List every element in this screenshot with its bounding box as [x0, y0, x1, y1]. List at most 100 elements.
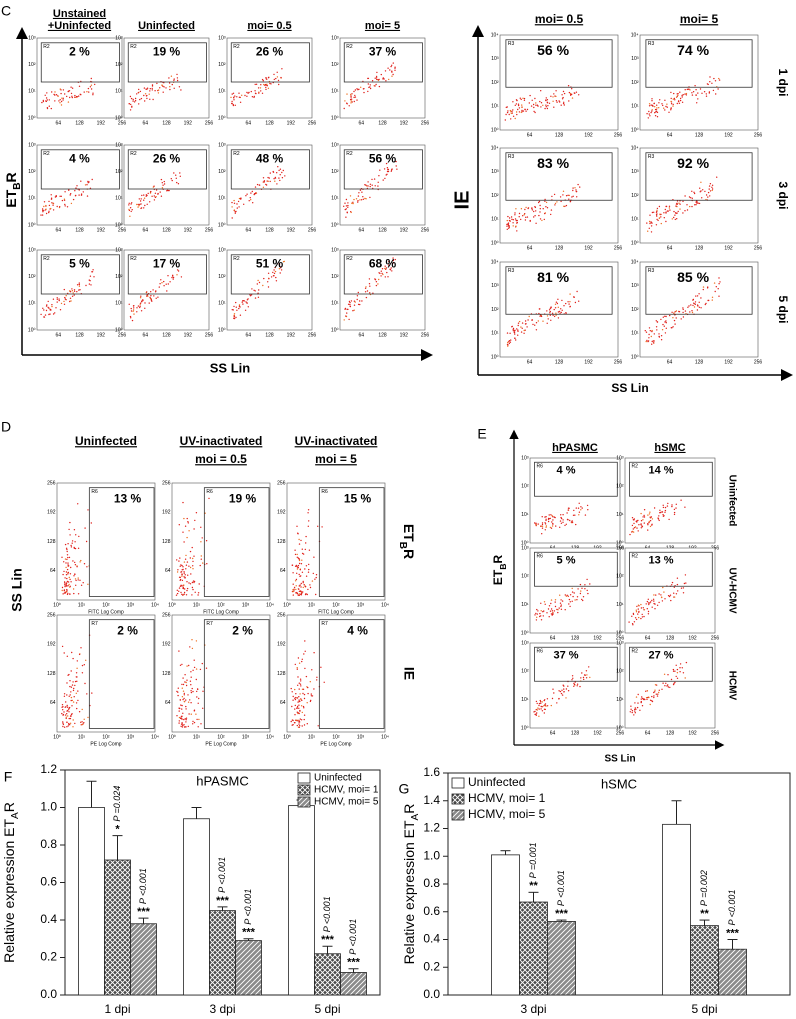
event-dot: [69, 593, 71, 595]
event-dot: [651, 211, 654, 214]
event-dot: [630, 705, 632, 707]
event-dot: [236, 96, 238, 98]
event-dot: [46, 99, 48, 101]
event-dot: [192, 669, 194, 671]
event-dot: [68, 673, 70, 676]
event-dot: [177, 270, 180, 272]
event-dot: [266, 83, 268, 86]
x-tick-label: 256: [754, 359, 763, 365]
event-dot: [71, 542, 73, 544]
event-dot: [651, 222, 653, 224]
event-dot: [258, 184, 261, 186]
gate: [203, 487, 270, 597]
event-dot: [674, 311, 676, 313]
event-dot: [309, 584, 311, 586]
event-dot: [61, 704, 64, 706]
event-dot: [647, 529, 649, 531]
event-dot: [542, 104, 544, 107]
event-dot: [573, 592, 575, 594]
event-dot: [67, 101, 70, 103]
event-dot: [642, 697, 644, 700]
plot-frame: [226, 249, 313, 331]
event-dot: [661, 600, 664, 602]
x-tick-label: 192: [97, 332, 106, 338]
event-dot: [682, 94, 684, 96]
event-dot: [243, 203, 245, 205]
event-dot: [262, 177, 265, 179]
event-dot: [292, 699, 294, 701]
event-dot: [72, 657, 74, 660]
event-dot: [181, 696, 184, 698]
event-dot: [581, 587, 583, 589]
x-tick-label: 128: [75, 120, 84, 126]
event-dot: [381, 268, 384, 270]
event-dot: [582, 599, 584, 602]
event-dot: [512, 330, 515, 332]
event-dot: [676, 677, 679, 679]
x-tick-label: 10⁰: [53, 734, 61, 740]
x-tick-label: 128: [162, 332, 171, 338]
event-dot: [137, 92, 139, 94]
event-dot: [180, 276, 183, 278]
bar: [491, 854, 520, 996]
event-dot: [249, 294, 251, 296]
event-dot: [178, 722, 180, 724]
event-dot: [561, 600, 564, 602]
x-axis-label: FITC Log Comp: [203, 609, 239, 615]
event-dot: [136, 311, 138, 313]
event-dot: [662, 682, 664, 684]
event-dot: [687, 88, 689, 90]
label-part: ET: [3, 189, 19, 207]
event-dot: [177, 694, 179, 697]
event-dot: [647, 524, 649, 526]
gate: [645, 39, 753, 88]
event-dot: [183, 694, 185, 696]
event-dot: [520, 331, 523, 333]
event-dot: [700, 307, 702, 309]
event-dot: [282, 169, 284, 172]
event-dot: [276, 172, 278, 174]
x-tick-label: 256: [754, 245, 763, 251]
event-dot: [189, 646, 191, 648]
event-dot: [181, 663, 183, 666]
y-tick-label: 10⁰: [115, 115, 123, 121]
label-part: A: [410, 813, 421, 820]
event-dot: [79, 93, 81, 96]
row-label: HCMV: [726, 671, 737, 701]
event-dot: [87, 87, 90, 90]
event-dot: [254, 83, 256, 86]
y-tick-label: 128: [277, 671, 286, 677]
event-dot: [162, 184, 164, 186]
event-dot: [168, 189, 170, 192]
event-dot: [188, 582, 190, 584]
event-dot: [649, 214, 651, 216]
x-tick-label: 128: [571, 730, 580, 736]
event-dot: [686, 209, 689, 211]
event-dot: [553, 106, 555, 108]
event-dot: [392, 259, 395, 262]
event-dot: [392, 62, 394, 64]
event-dot: [354, 89, 357, 91]
x-tick-label: 64: [142, 332, 148, 338]
event-dot: [263, 83, 265, 86]
event-dot: [708, 188, 710, 190]
event-dot: [90, 77, 93, 80]
event-dot: [133, 313, 135, 315]
gate-label: R2: [130, 44, 137, 50]
x-tick-label: 192: [287, 332, 296, 338]
event-dot: [153, 195, 155, 197]
event-dot: [676, 577, 679, 579]
event-dot: [236, 207, 238, 209]
event-dot: [375, 83, 377, 86]
event-dot: [202, 707, 204, 709]
gate-percentage: 83 %: [537, 155, 569, 171]
x-tick-label: 128: [695, 132, 704, 138]
event-dot: [518, 107, 521, 109]
event-dot: [541, 527, 544, 529]
event-dot: [548, 605, 551, 607]
event-dot: [70, 715, 72, 717]
event-dot: [72, 560, 74, 562]
event-dot: [268, 177, 270, 179]
event-dot: [661, 103, 663, 105]
event-dot: [63, 93, 66, 95]
